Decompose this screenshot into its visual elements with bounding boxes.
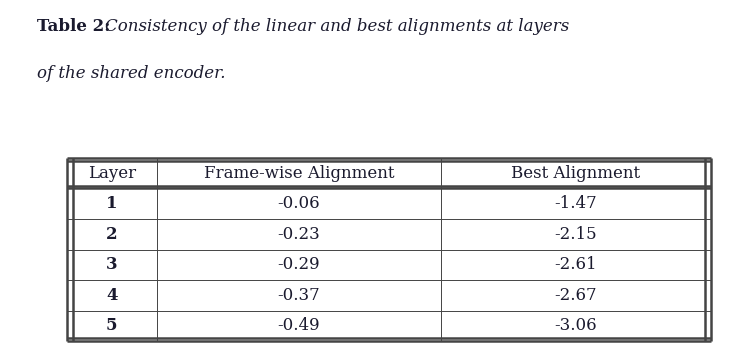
Text: Consistency of the linear and best alignments at layers: Consistency of the linear and best align…	[105, 18, 570, 35]
Text: -0.37: -0.37	[277, 287, 320, 304]
Text: -2.15: -2.15	[555, 226, 597, 243]
Text: 4: 4	[106, 287, 118, 304]
Text: -0.49: -0.49	[277, 317, 320, 334]
Text: Layer: Layer	[87, 165, 136, 182]
Text: 1: 1	[106, 195, 118, 212]
Text: Best Alignment: Best Alignment	[511, 165, 640, 182]
Text: -3.06: -3.06	[555, 317, 597, 334]
Text: 5: 5	[106, 317, 118, 334]
Text: -2.61: -2.61	[555, 256, 597, 273]
Text: of the shared encoder.: of the shared encoder.	[37, 65, 225, 81]
Text: -0.29: -0.29	[277, 256, 320, 273]
Text: 3: 3	[106, 256, 118, 273]
Text: -1.47: -1.47	[554, 195, 597, 212]
Text: -0.06: -0.06	[277, 195, 320, 212]
Text: -2.67: -2.67	[555, 287, 597, 304]
Text: 2: 2	[106, 226, 118, 243]
Text: -0.23: -0.23	[277, 226, 320, 243]
Text: Table 2:: Table 2:	[37, 18, 116, 35]
Text: Frame-wise Alignment: Frame-wise Alignment	[204, 165, 394, 182]
